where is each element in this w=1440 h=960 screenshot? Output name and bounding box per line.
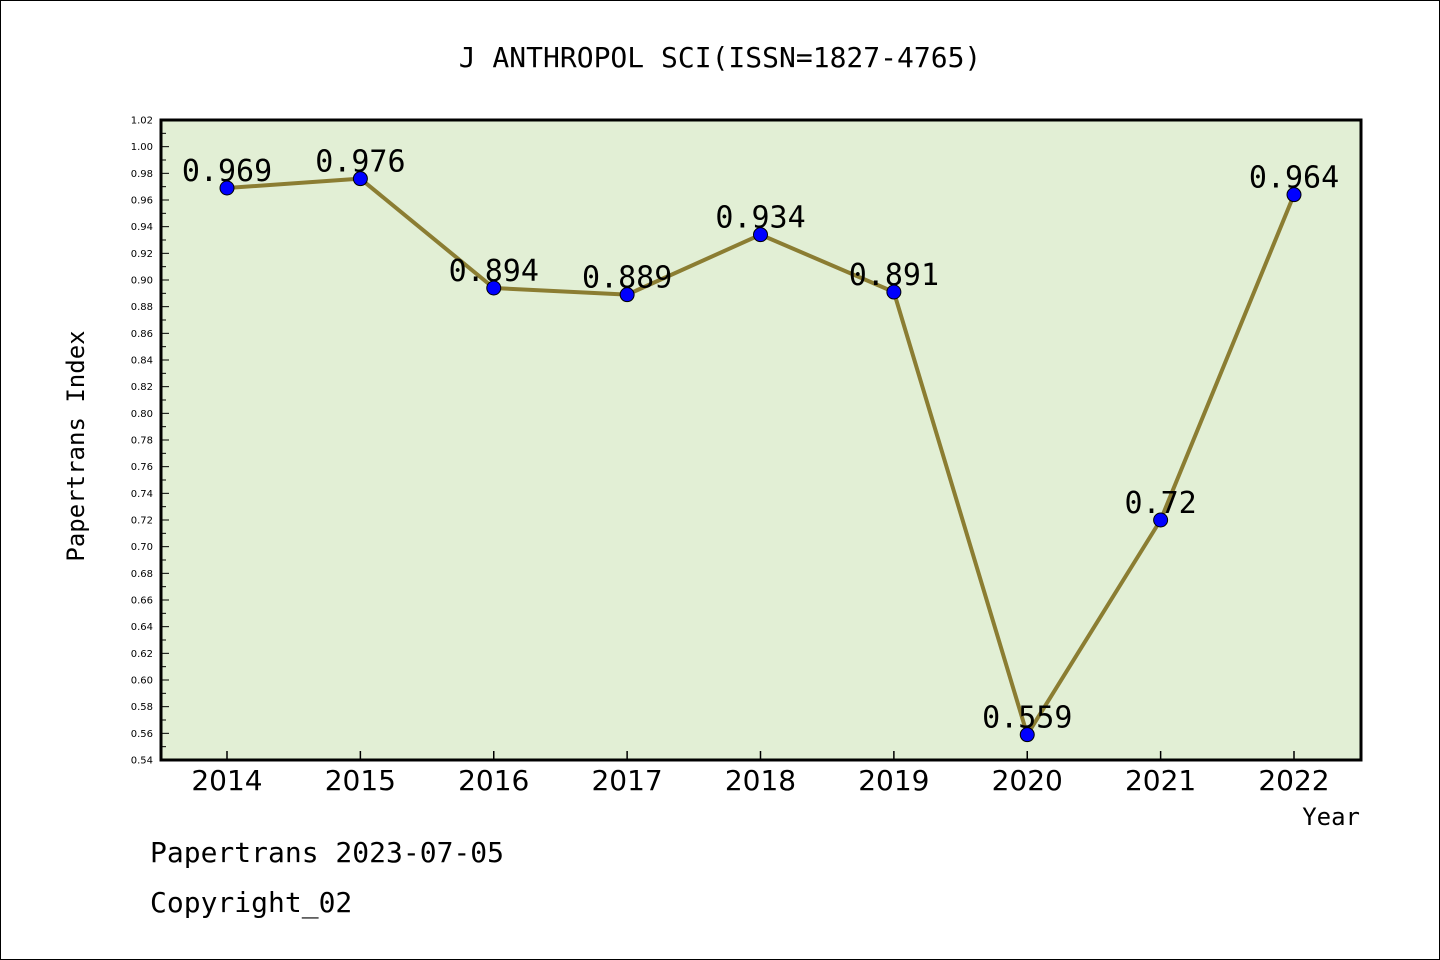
data-point (219, 180, 235, 196)
data-point (886, 284, 902, 300)
y-tick-label: 0.58 (131, 702, 153, 713)
y-tick-label: 0.84 (131, 356, 153, 367)
y-tick-label: 0.64 (131, 622, 153, 633)
data-label: 0.559 (982, 701, 1072, 736)
y-tick-label: 0.80 (131, 409, 153, 420)
data-point (1153, 512, 1169, 528)
data-point (352, 171, 368, 187)
y-tick-label: 0.62 (131, 649, 153, 660)
x-tick-label: 2016 (458, 764, 529, 797)
series-layer (219, 171, 1302, 743)
x-tick-label: 2020 (992, 764, 1063, 797)
chart-title: J ANTHROPOL SCI(ISSN=1827-4765) (459, 41, 982, 74)
data-label: 0.894 (449, 254, 539, 289)
data-label: 0.976 (315, 145, 405, 180)
footer-copyright: Copyright_02 (150, 886, 353, 919)
y-tick-label: 0.56 (131, 729, 153, 740)
data-labels: 0.969 0.976 0.894 0.889 0.934 0.891 0.559 0.72 0… (182, 145, 1339, 736)
data-label: 0.969 (182, 154, 272, 189)
y-tick-label: 0.66 (131, 596, 153, 607)
x-axis-title: Year (1302, 803, 1360, 831)
y-tick-label: 0.90 (131, 276, 153, 287)
data-label: 0.964 (1249, 161, 1339, 196)
plot-area (159, 118, 1363, 762)
x-tick-label: 2017 (591, 764, 662, 797)
data-point (486, 280, 502, 296)
y-tick-label: 0.98 (131, 169, 153, 180)
y-tick-label: 0.96 (131, 196, 153, 207)
x-tick-label: 2018 (725, 764, 796, 797)
data-label: 0.72 (1125, 486, 1197, 521)
y-axis: 0.54 0.56 0.58 0.60 0.62 0.64 0.66 0.68 0.70 0.72… (131, 116, 169, 767)
data-point (1286, 187, 1302, 203)
y-tick-label: 1.02 (131, 116, 153, 127)
y-tick-label: 0.82 (131, 382, 153, 393)
y-tick-label: 0.92 (131, 249, 153, 260)
data-point (1019, 727, 1035, 743)
y-tick-label: 0.70 (131, 542, 153, 553)
x-tick-label: 2019 (858, 764, 929, 797)
x-tick-label: 2022 (1258, 764, 1329, 797)
y-tick-label: 0.60 (131, 676, 153, 687)
data-point (753, 227, 768, 243)
x-tick-label: 2021 (1125, 764, 1196, 797)
data-label: 0.891 (849, 258, 939, 293)
y-tick-label: 0.86 (131, 329, 153, 340)
y-tick-label: 0.74 (131, 489, 153, 500)
data-label: 0.934 (715, 201, 805, 236)
data-label: 0.889 (582, 261, 672, 296)
data-point (619, 287, 635, 303)
y-tick-label: 0.72 (131, 516, 153, 527)
x-axis: 2014 2015 2016 2017 2018 2019 2020 2021 2022 (191, 751, 1330, 797)
y-axis-title: Papertrans Index (62, 330, 90, 561)
y-tick-label: 0.94 (131, 222, 153, 233)
y-tick-label: 0.76 (131, 462, 153, 473)
y-tick-label: 0.88 (131, 302, 153, 313)
x-tick-label: 2014 (191, 764, 262, 797)
footer-date: Papertrans 2023-07-05 (150, 836, 505, 869)
y-tick-label: 0.54 (131, 756, 153, 767)
y-tick-label: 0.68 (131, 569, 153, 580)
x-tick-label: 2015 (325, 764, 396, 797)
y-tick-label: 0.78 (131, 436, 153, 447)
y-tick-label: 1.00 (131, 142, 153, 153)
